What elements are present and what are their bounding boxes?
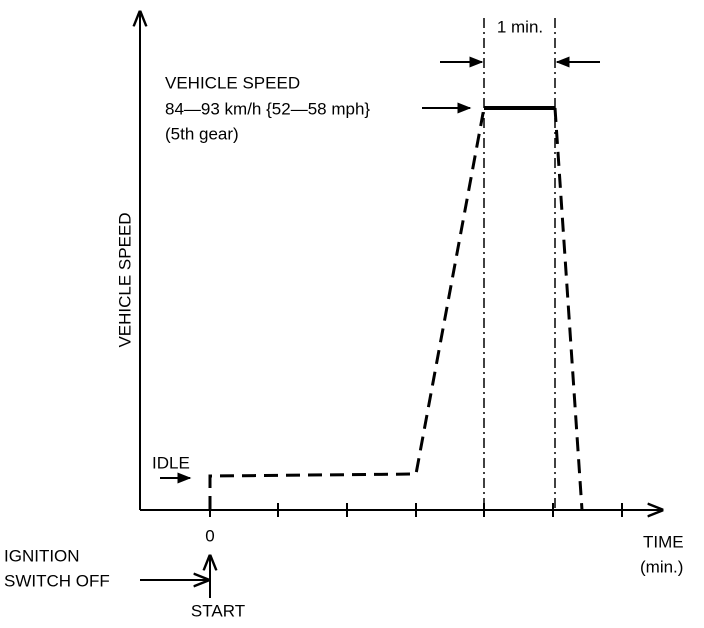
speed-profile (553, 107, 584, 511)
speed-note: VEHICLE SPEED (165, 73, 300, 92)
ignition-label: SWITCH OFF (4, 571, 110, 590)
speed-note: (5th gear) (165, 124, 239, 143)
y-axis-label: VEHICLE SPEED (115, 212, 134, 347)
idle-label: IDLE (152, 453, 190, 472)
ignition-label: IGNITION (4, 546, 80, 565)
speed-note: 84—93 km/h {52—58 mph} (165, 99, 370, 118)
origin-label: 0 (205, 526, 214, 545)
x-axis-unit: (min.) (640, 557, 683, 576)
speed-profile (208, 107, 486, 510)
start-label: START (191, 601, 245, 620)
x-axis-label: TIME (643, 532, 684, 551)
duration-label: 1 min. (497, 17, 543, 36)
